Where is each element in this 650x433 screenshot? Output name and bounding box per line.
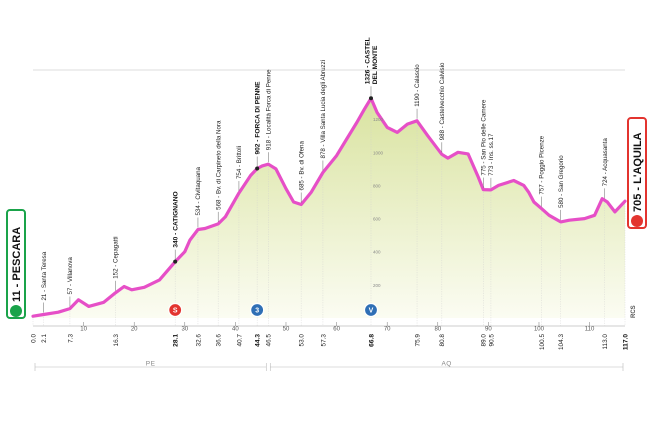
ends-layer: 11 - PESCARA 705 - L'AQUILA RCS	[6, 117, 647, 319]
scale-tick-4: 50	[283, 327, 290, 333]
rcs-logo: RCS	[631, 305, 637, 318]
finish-box	[627, 117, 647, 229]
place-label-10: 878 - Villa Santa Lucia degli Abruzzi	[320, 60, 327, 159]
scale-tick-0: 10	[80, 327, 87, 333]
place-label-15: 773 - Ins. ss.17	[488, 133, 495, 176]
altitude-tick-2: 600	[373, 217, 381, 222]
province-code-1: AQ	[441, 361, 451, 368]
km-label-0: 0.0	[30, 334, 37, 343]
province-code-0: PE	[146, 361, 156, 368]
scale-tick-3: 40	[232, 327, 239, 333]
scale-tick-10: 110	[585, 327, 595, 333]
place-label-16: 757 - Poggio Picenze	[539, 135, 546, 194]
place-label-4: 534 - Civitaquana	[195, 166, 202, 215]
labels-layer: 21 - Santa Teresa 57 - Villanova 152 - Cep…	[41, 37, 609, 318]
marker-symbol-1: 3	[255, 308, 259, 315]
profile-layer: 200 400 600 800 1000 1200	[31, 96, 627, 326]
km-label-11: 57.3	[320, 334, 327, 347]
place-label-5: 568 - Bv. di Carpineto della Nora	[215, 120, 222, 210]
place-label-1: 57 - Villanova	[67, 257, 74, 295]
scale-tick-5: 60	[333, 327, 340, 333]
km-label-13: 75.9	[414, 334, 421, 347]
altitude-tick-3: 800	[373, 183, 381, 188]
km-label-9: 46.5	[266, 334, 273, 347]
km-label-1: 2.1	[41, 334, 48, 343]
place-label-8: 918 - Località Forca di Penne	[265, 69, 272, 150]
place-label-6: 754 - Brittoli	[236, 146, 243, 179]
place-label-11: 1326 - CASTEL	[364, 37, 371, 84]
km-label-2: 7.3	[67, 334, 74, 343]
marker-symbol-2: V	[369, 308, 374, 315]
place-dot-7	[255, 166, 260, 171]
start-flag-icon	[10, 305, 22, 317]
place-dot-3	[173, 259, 178, 264]
place-label-13: 988 - Castelvecchio Calvisio	[439, 62, 446, 140]
altitude-tick-0: 200	[373, 283, 381, 288]
finish-flag-icon	[631, 215, 643, 227]
finish-label: 705 - L'AQUILA	[632, 132, 644, 212]
place-label-14: 775 - San Pio delle Camere	[481, 99, 488, 176]
place-label-11-line2: DEL MONTE	[372, 45, 379, 84]
place-label-18: 724 - Acquasanta	[602, 138, 609, 187]
axes-layer: 10 20 30 40 50 60 70 80 90 100 110 0.0 2.1 7.3 16.3 28.…	[30, 69, 629, 371]
marker-badge-2	[363, 302, 379, 318]
marker-badge-1	[250, 302, 265, 318]
start-box	[6, 209, 26, 319]
start-label: 11 - PESCARA	[11, 227, 23, 302]
scale-tick-2: 30	[181, 327, 188, 333]
km-label-3: 16.3	[113, 334, 120, 347]
km-label-6: 36.6	[216, 334, 223, 347]
place-label-12: 1190 - Calascio	[414, 64, 421, 107]
place-label-0: 21 - Santa Teresa	[41, 251, 48, 300]
place-label-2: 152 - Cepagatti	[113, 236, 120, 278]
scale-tick-9: 100	[534, 327, 545, 333]
km-label-8: 44.3	[255, 334, 262, 347]
km-label-12: 66.8	[368, 334, 375, 347]
scale-tick-6: 70	[384, 327, 391, 333]
marker-symbol-0: S	[173, 308, 178, 315]
place-dot-11	[368, 96, 373, 101]
place-label-9: 685 - Bv. di Ofena	[298, 141, 305, 191]
km-label-16: 90.5	[488, 334, 495, 347]
km-label-4: 28.1	[173, 334, 180, 347]
altitude-tick-1: 400	[373, 250, 381, 255]
place-label-3: 340 - CATIGNANO	[172, 191, 179, 247]
altitude-tick-4: 1000	[373, 150, 384, 155]
marker-badge-0	[168, 302, 183, 318]
km-label-7: 40.7	[236, 334, 243, 347]
altitude-tick-5: 1200	[373, 117, 384, 122]
km-label-19: 113.0	[602, 334, 609, 350]
scale-tick-7: 80	[434, 327, 441, 333]
km-label-17: 100.5	[539, 334, 546, 350]
km-label-20: 117.0	[622, 334, 629, 350]
profile-area	[33, 98, 625, 318]
scale-tick-1: 20	[131, 327, 138, 333]
scale-tick-8: 90	[485, 327, 492, 333]
km-label-14: 80.8	[439, 334, 446, 347]
km-label-18: 104.3	[558, 334, 565, 350]
km-label-15: 89.0	[481, 334, 488, 347]
profile-line	[31, 96, 627, 318]
km-label-5: 32.6	[195, 334, 202, 347]
km-label-10: 53.0	[299, 334, 306, 347]
place-label-17: 580 - San Gregorio	[558, 155, 565, 208]
place-label-7: 902 - FORCA DI PENNE	[254, 81, 261, 155]
